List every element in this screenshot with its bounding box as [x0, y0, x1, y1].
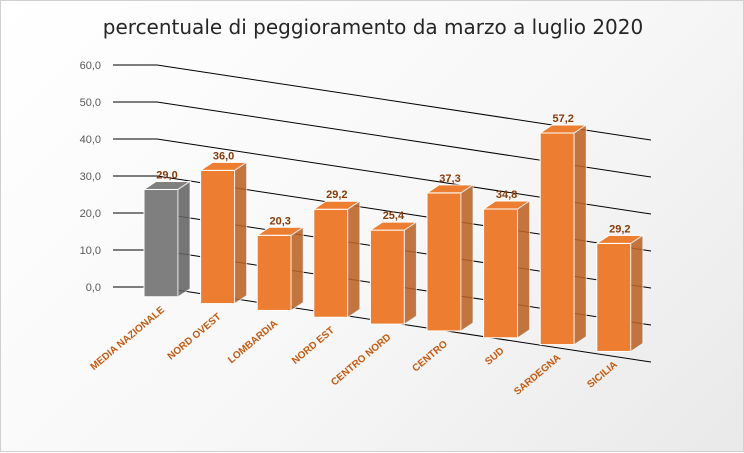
bar-side-shade [178, 181, 190, 297]
bar-front [256, 234, 292, 311]
bar-side-shade [291, 227, 304, 311]
y-tick-label: 30,0 [80, 171, 101, 183]
y-tick-label: 50,0 [80, 97, 101, 109]
chart-title: percentuale di peggioramento da marzo a … [102, 15, 644, 39]
category-label: MEDIA NAZIONALE [89, 304, 168, 372]
bar-front [313, 208, 349, 318]
bar-side-shade [234, 162, 247, 304]
bar-front [200, 169, 236, 305]
y-tick-label: 40,0 [80, 134, 101, 146]
value-label: 34,8 [496, 189, 517, 201]
category-label: SICILIA [585, 359, 619, 390]
bar-top [255, 226, 305, 236]
bar-top [312, 200, 362, 210]
bar-side-shade [461, 184, 473, 331]
value-label: 25,4 [383, 210, 405, 222]
y-tick-label: 10,0 [80, 245, 101, 257]
value-label: 29,2 [326, 189, 347, 201]
value-label: 36,0 [213, 150, 234, 162]
bar-side-shade [517, 201, 530, 338]
value-label: 37,3 [439, 173, 460, 185]
bar-top [425, 184, 475, 194]
category-label: NORD EST [290, 325, 337, 367]
bar-top [538, 124, 588, 134]
value-label: 57,2 [552, 113, 573, 125]
bar: 34,8 SUD [481, 189, 532, 368]
bar-side-shade [347, 201, 360, 318]
bar-side-shade [574, 124, 587, 345]
category-label: SARDEGNA [512, 352, 563, 397]
y-tick-label: 20,0 [80, 208, 101, 220]
value-label: 29,2 [609, 223, 630, 235]
bar-top [368, 221, 419, 231]
category-label: LOMBARDIA [226, 318, 280, 366]
bar: 29,0 MEDIA NAZIONALE [89, 169, 192, 373]
bar-front [369, 229, 405, 325]
bar-front [483, 208, 519, 339]
category-label: CENTRO [411, 339, 451, 375]
bar-top [481, 200, 532, 210]
bar-top [198, 161, 249, 171]
bar-side-shade [630, 235, 643, 352]
y-tick-label: 0,0 [86, 282, 101, 294]
value-label: 29,0 [156, 169, 177, 181]
bar-top [595, 234, 645, 244]
bar: 37,3 CENTRO [411, 173, 475, 375]
category-label: CENTRO NORD [329, 332, 393, 388]
bar: 29,2 SICILIA [585, 223, 645, 391]
y-tick-label: 60,0 [80, 60, 101, 72]
bar-front [143, 188, 179, 298]
bar-side-shade [404, 222, 417, 325]
bar-front [426, 192, 462, 332]
bar-top [142, 180, 192, 190]
category-label: NORD OVEST [166, 311, 224, 362]
category-label: SUD [483, 346, 506, 368]
bar-front [596, 242, 632, 352]
value-label: 20,3 [269, 215, 290, 227]
bar-front [539, 132, 575, 346]
